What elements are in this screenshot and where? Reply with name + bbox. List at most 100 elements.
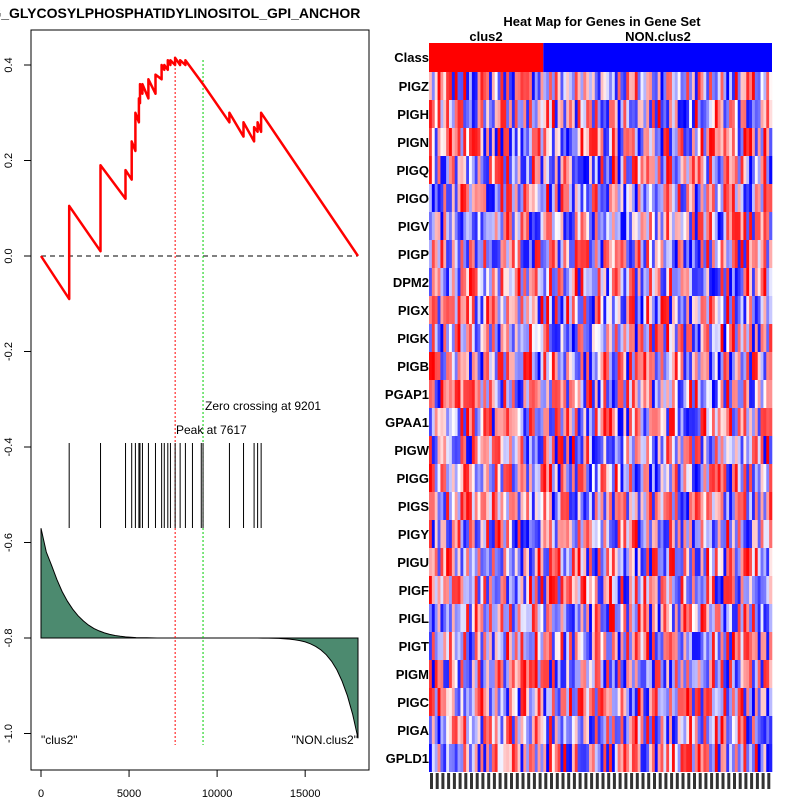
heatmap-cell <box>526 296 530 324</box>
heatmap-cell <box>454 576 458 604</box>
heatmap-cell <box>491 716 496 744</box>
heatmap-cell <box>769 380 773 408</box>
heatmap-cell <box>749 128 753 156</box>
heatmap-cell <box>749 548 753 576</box>
sample-tick <box>733 773 736 789</box>
heatmap-cell <box>520 492 524 520</box>
heatmap-cell <box>451 464 456 492</box>
heatmap-cell <box>514 156 518 184</box>
heatmap-cell <box>749 744 753 772</box>
heatmap-cell <box>514 408 518 436</box>
gene-label: PIGX <box>398 303 429 318</box>
heatmap-cell <box>503 604 507 632</box>
heatmap-cell <box>717 576 721 604</box>
heatmap-cell <box>469 744 473 772</box>
heatmap-cell <box>657 716 661 744</box>
heatmap-cell <box>494 408 498 436</box>
heatmap-cell <box>729 128 733 156</box>
heatmap-cell <box>500 688 504 716</box>
heatmap-cell <box>474 576 478 604</box>
heatmap-cell <box>586 520 590 548</box>
heatmap-cell <box>543 632 547 660</box>
heatmap-cell <box>546 296 550 324</box>
heatmap-cell <box>451 688 456 716</box>
heatmap-cell <box>726 576 730 604</box>
heatmap-cell <box>569 72 573 100</box>
heatmap-cell <box>520 72 524 100</box>
heatmap-cell <box>617 268 621 296</box>
heatmap-cell <box>729 744 733 772</box>
heatmap-cell <box>580 604 584 632</box>
heatmap-cell <box>689 604 693 632</box>
heatmap-cell <box>683 436 687 464</box>
heatmap-cell <box>626 464 630 492</box>
heatmap-cell <box>486 492 490 520</box>
sample-tick <box>641 773 645 789</box>
heatmap-cell <box>686 324 690 352</box>
heatmap-cell <box>540 604 544 632</box>
heatmap-cell <box>680 128 684 156</box>
heatmap-cell <box>691 100 696 128</box>
heatmap-cell <box>480 324 484 352</box>
heatmap-cell <box>686 716 690 744</box>
heatmap-cell <box>580 268 584 296</box>
heatmap-cell <box>480 576 484 604</box>
heatmap-cell <box>706 492 710 520</box>
heatmap-cell <box>754 548 759 576</box>
heatmap-cell <box>651 100 656 128</box>
heatmap-cell <box>654 268 658 296</box>
heatmap-cell <box>583 604 587 632</box>
heatmap-cell <box>437 632 441 660</box>
heatmap-cell <box>677 492 681 520</box>
heatmap-cell <box>454 240 458 268</box>
heatmap-cell <box>594 492 598 520</box>
heatmap-cell <box>597 632 601 660</box>
heatmap-cell <box>654 716 658 744</box>
heatmap-cell <box>497 492 501 520</box>
heatmap-cell <box>551 688 556 716</box>
heatmap-cell <box>537 548 541 576</box>
heatmap-cell <box>589 492 593 520</box>
heatmap-cell <box>740 604 744 632</box>
heatmap-cell <box>534 184 538 212</box>
heatmap-cell <box>651 352 656 380</box>
heatmap-cell <box>757 520 761 548</box>
heatmap-cell <box>749 324 753 352</box>
heatmap-cell <box>631 128 636 156</box>
heatmap-cell <box>629 240 633 268</box>
heatmap-cell <box>437 324 441 352</box>
heatmap-cell <box>540 436 544 464</box>
heatmap-cell <box>694 72 698 100</box>
heatmap-cell <box>520 352 524 380</box>
heatmap-cell <box>594 128 598 156</box>
heatmap-cell <box>600 408 604 436</box>
heatmap-cell <box>640 464 644 492</box>
heatmap-cell <box>746 632 750 660</box>
heatmap-cell <box>486 408 490 436</box>
heatmap-cell <box>600 604 604 632</box>
heatmap-cell <box>454 436 458 464</box>
heatmap-cell <box>669 604 673 632</box>
heatmap-cell <box>717 604 721 632</box>
heatmap-cell <box>503 128 507 156</box>
sample-tick <box>624 773 628 789</box>
heatmap-cell <box>694 464 698 492</box>
heatmap-cell <box>477 128 481 156</box>
heatmap-cell <box>631 408 636 436</box>
heatmap-cell <box>629 576 633 604</box>
heatmap-cell <box>551 324 556 352</box>
heatmap-cell <box>566 100 570 128</box>
heatmap-cell <box>549 520 553 548</box>
heatmap-cell <box>449 464 453 492</box>
heatmap-cell <box>540 352 544 380</box>
heatmap-cell <box>746 604 750 632</box>
heatmap-cell <box>451 100 456 128</box>
heatmap-cell <box>454 632 458 660</box>
heatmap-cell <box>554 408 558 436</box>
sample-tick <box>532 773 536 789</box>
heatmap-cell <box>523 268 527 296</box>
heatmap-cell <box>543 576 547 604</box>
heatmap-cell <box>649 380 653 408</box>
heatmap-cell <box>629 212 633 240</box>
